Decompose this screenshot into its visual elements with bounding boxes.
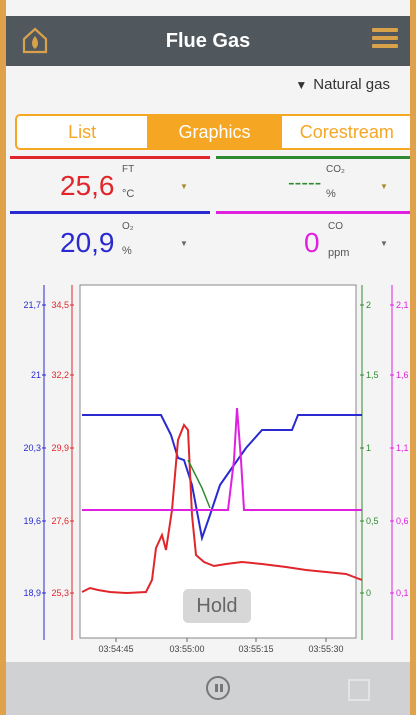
tile-ft[interactable]: FT 25,6 °C ▼ xyxy=(10,156,210,208)
axis-tick-label: 32,2 xyxy=(51,370,69,380)
bottom-bar xyxy=(6,662,410,715)
axis-tick-label: 1,1 xyxy=(396,443,409,453)
axis-tick-label: 18,9 xyxy=(23,588,41,598)
axis-tick-label: 29,9 xyxy=(51,443,69,453)
tab-corestream[interactable]: Corestream xyxy=(299,122,394,142)
flame-home-icon[interactable] xyxy=(20,26,50,56)
axis-tick-label: 19,6 xyxy=(23,516,41,526)
axis-tick-label: 21,7 xyxy=(23,300,41,310)
hamburger-menu-icon[interactable] xyxy=(372,28,398,54)
axis-tick-label: 1,6 xyxy=(396,370,409,380)
fuel-selector[interactable]: ▼ Natural gas xyxy=(295,76,390,93)
axis-tick-label: 1,5 xyxy=(366,370,379,380)
tile-o2-unit: % xyxy=(122,245,132,257)
axis-tick-label: 0 xyxy=(366,588,371,598)
axis-tick-label: 0,5 xyxy=(366,516,379,526)
series-line-o2 xyxy=(82,414,362,542)
page-title: Flue Gas xyxy=(165,30,251,52)
axis-tick-label: 27,6 xyxy=(51,516,69,526)
view-tabs: List Graphics Corestream xyxy=(15,114,410,150)
tile-co-name: CO xyxy=(328,221,343,232)
tile-co2-value: ----- xyxy=(288,172,322,194)
pause-icon[interactable] xyxy=(206,676,230,700)
tile-o2-dropdown-icon[interactable]: ▼ xyxy=(180,239,188,248)
axis-tick-label: 1 xyxy=(366,443,371,453)
tile-co-dropdown-icon[interactable]: ▼ xyxy=(380,239,388,248)
x-tick-label: 03:55:30 xyxy=(308,644,343,654)
tile-co2-name: CO₂ xyxy=(326,164,345,175)
tile-co-bar xyxy=(216,211,410,214)
tile-co2-dropdown-icon[interactable]: ▼ xyxy=(380,182,388,191)
tile-o2-value: 20,9 xyxy=(60,227,115,258)
tile-o2-bar xyxy=(10,211,210,214)
axis-tick-label: 0,1 xyxy=(396,588,409,598)
series-line-co2 xyxy=(187,459,211,509)
tab-list[interactable]: List xyxy=(17,116,150,148)
series-line-co xyxy=(82,407,362,511)
dropdown-arrow-icon: ▼ xyxy=(295,78,308,92)
tile-ft-dropdown-icon[interactable]: ▼ xyxy=(180,182,188,191)
tile-co[interactable]: CO 0 ppm ▼ xyxy=(216,211,410,263)
tile-co2[interactable]: CO₂ ----- % ▼ xyxy=(216,156,410,208)
fuel-label: Natural gas xyxy=(313,76,390,93)
x-tick-label: 03:55:00 xyxy=(169,644,204,654)
axis-tick-label: 20,3 xyxy=(23,443,41,453)
axis-tick-label: 2 xyxy=(366,300,371,310)
tile-ft-bar xyxy=(10,156,210,159)
axis-tick-label: 34,5 xyxy=(51,300,69,310)
tile-ft-name: FT xyxy=(122,164,135,175)
export-icon[interactable] xyxy=(348,679,370,701)
axis-tick-label: 21 xyxy=(31,370,41,380)
trend-chart[interactable]: 21,72120,319,618,934,532,229,927,625,321… xyxy=(6,280,410,660)
top-bar: Flue Gas xyxy=(6,16,410,66)
tile-co-unit: ppm xyxy=(328,247,350,259)
tile-co2-bar xyxy=(216,156,410,159)
axis-tick-label: 2,1 xyxy=(396,300,409,310)
tile-o2[interactable]: O₂ 20,9 % ▼ xyxy=(10,211,210,263)
tab-graphics[interactable]: Graphics xyxy=(149,116,282,148)
x-tick-label: 03:55:15 xyxy=(238,644,273,654)
tile-co-value: 0 xyxy=(304,227,320,258)
tile-ft-unit: °C xyxy=(122,188,135,200)
plot-area xyxy=(79,284,357,639)
x-tick-label: 03:54:45 xyxy=(98,644,133,654)
axis-tick-label: 0,6 xyxy=(396,516,409,526)
tile-o2-name: O₂ xyxy=(122,221,134,232)
tile-co2-unit: % xyxy=(326,188,336,200)
axis-tick-label: 25,3 xyxy=(51,588,69,598)
hold-button[interactable]: Hold xyxy=(183,589,251,623)
tile-ft-value: 25,6 xyxy=(60,170,115,201)
app-window: Flue Gas ▼ Natural gas List Graphics Core… xyxy=(6,0,410,715)
series-line-ft xyxy=(81,423,363,595)
